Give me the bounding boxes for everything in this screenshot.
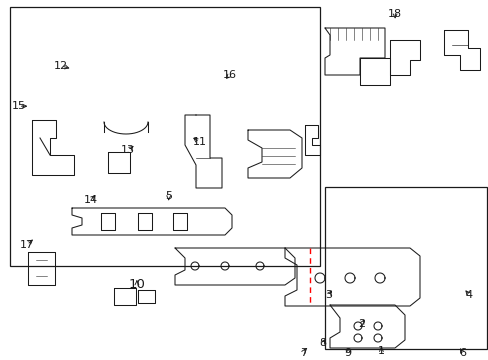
Bar	[10, 7, 320, 266]
Text: 7: 7	[299, 348, 306, 358]
Text: 16: 16	[223, 70, 236, 80]
Bar	[325, 187, 486, 349]
Text: 1: 1	[377, 346, 384, 356]
Text: 4: 4	[465, 290, 472, 300]
Text: 13: 13	[121, 145, 135, 156]
Text: 11: 11	[192, 137, 206, 147]
Text: 17: 17	[20, 240, 34, 250]
Text: 12: 12	[54, 61, 68, 71]
Text: 6: 6	[458, 348, 465, 358]
Text: 14: 14	[83, 195, 97, 205]
Text: 10: 10	[128, 278, 145, 291]
Text: 18: 18	[387, 9, 401, 19]
Text: 15: 15	[12, 101, 25, 111]
Text: 2: 2	[358, 319, 365, 329]
Text: 5: 5	[165, 191, 172, 201]
Text: 3: 3	[325, 290, 331, 300]
Text: 8: 8	[319, 338, 325, 348]
Text: 9: 9	[344, 348, 351, 358]
